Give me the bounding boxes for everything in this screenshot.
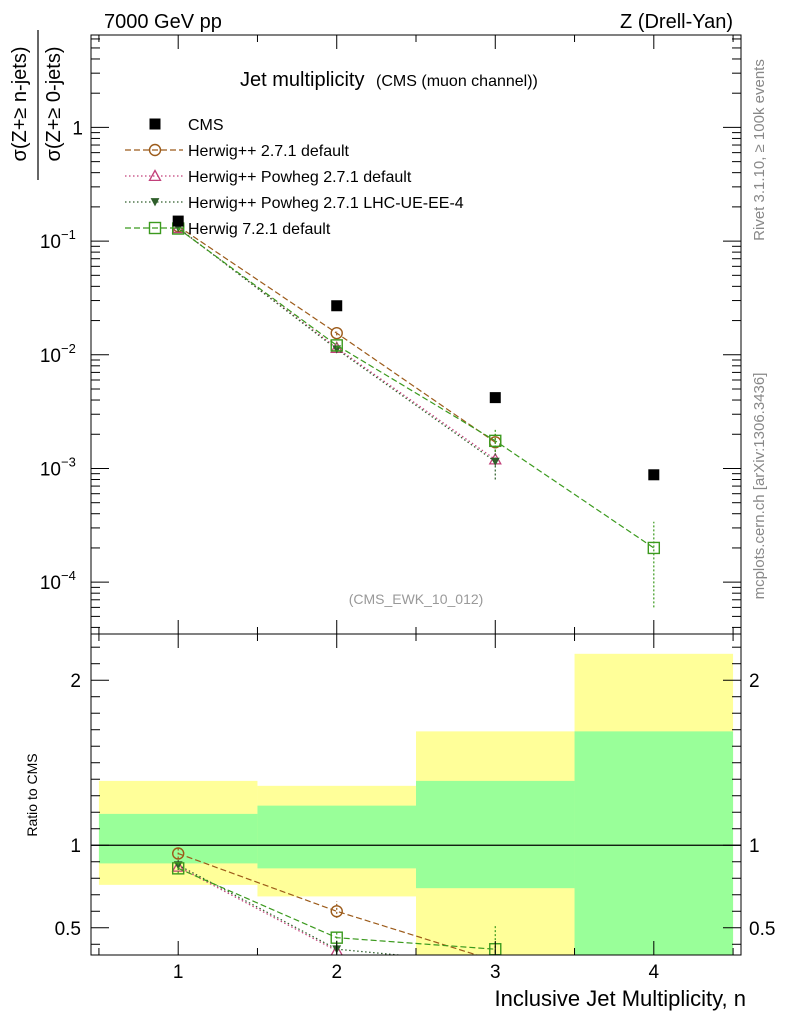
legend-entry-herwig-powheg-2-7-1-default: Herwig++ Powheg 2.7.1 default bbox=[125, 169, 412, 186]
legend-marker bbox=[149, 118, 161, 130]
ratio-point-herwig-2-7-1-default bbox=[330, 905, 343, 918]
ratio-ytick-label-right: 2 bbox=[749, 671, 760, 692]
legend-entry-herwig-2-7-1-default: Herwig++ 2.7.1 default bbox=[125, 143, 350, 160]
ratio-ytick-label-right: 0.5 bbox=[749, 919, 775, 940]
ratio-series-herwig-2-7-1-default bbox=[171, 847, 498, 955]
chart-title: Jet multiplicity (CMS (muon channel)) bbox=[240, 69, 538, 91]
main-line-herwig-2-7-1-default bbox=[177, 225, 496, 443]
ratio-line-herwig-2-7-1-default bbox=[177, 852, 479, 955]
legend-entry-herwig-powheg-2-7-1-lhc-ue-ee-4: Herwig++ Powheg 2.7.1 LHC-UE-EE-4 bbox=[125, 195, 464, 212]
main-ytick-exponent: −1 bbox=[61, 227, 76, 242]
legend-marker bbox=[148, 221, 162, 235]
ratio-point-herwig-powheg-2-7-1-default bbox=[171, 859, 185, 872]
ratio-content bbox=[91, 653, 741, 955]
legend-marker bbox=[148, 169, 162, 182]
main-ylabel: σ(Z+≥ n-jets) σ(Z+≥ 0-jets) bbox=[9, 30, 65, 180]
ratio-panel: 0.5 0.5 1 1 2 2 1 2 3 4 bbox=[55, 633, 775, 983]
x-axis-label: Inclusive Jet Multiplicity, n bbox=[495, 986, 746, 1011]
main-point-cms bbox=[331, 300, 343, 312]
header-left: 7000 GeV pp bbox=[104, 11, 222, 33]
chart-title-main: Jet multiplicity bbox=[240, 69, 364, 91]
rivet-label: Rivet 3.1.10, ≥ 100k events bbox=[751, 59, 768, 241]
main-ytick-label: 10 bbox=[40, 459, 61, 480]
main-series-cms bbox=[172, 215, 660, 481]
ratio-point-herwig-2-7-1-default bbox=[171, 847, 185, 860]
ratio-ytick-label-right: 1 bbox=[749, 836, 760, 857]
x-tick-label: 1 bbox=[173, 962, 184, 983]
main-series-herwig-7-2-1-default bbox=[171, 222, 661, 608]
chart-subtitle: (CMS (muon channel)) bbox=[376, 73, 538, 90]
main-ytick-exponent: −3 bbox=[61, 454, 76, 469]
main-point-herwig-7-2-1-default bbox=[489, 434, 502, 448]
ratio-point-herwig-7-2-1-default bbox=[171, 862, 185, 875]
ratio-ylabel: Ratio to CMS bbox=[24, 753, 40, 836]
main-ytick-exponent: −4 bbox=[61, 568, 76, 583]
ylabel-numerator: σ(Z+≥ n-jets) bbox=[9, 47, 31, 162]
main-point-herwig-2-7-1-default bbox=[330, 326, 343, 340]
main-ytick-label: 10 bbox=[40, 232, 61, 253]
header-right: Z (Drell-Yan) bbox=[620, 11, 733, 33]
legend-entry-herwig-7-2-1-default: Herwig 7.2.1 default bbox=[125, 221, 331, 238]
main-point-herwig-powheg-2-7-1-lhc-ue-ee-4 bbox=[332, 345, 342, 354]
legend-label: Herwig++ Powheg 2.7.1 default bbox=[188, 169, 412, 186]
legend-entry-cms: CMS bbox=[149, 117, 224, 134]
ratio-band-green bbox=[257, 805, 416, 869]
ratio-series-herwig-powheg-2-7-1-default bbox=[171, 859, 343, 955]
main-series-herwig-2-7-1-default bbox=[171, 220, 502, 452]
main-panel: 110−110−210−310−4 bbox=[40, 34, 742, 635]
legend-label: CMS bbox=[188, 117, 224, 134]
main-line-herwig-7-2-1-default bbox=[177, 228, 655, 549]
x-tick-label: 3 bbox=[490, 962, 501, 983]
main-ytick-exponent: −2 bbox=[61, 341, 76, 356]
ratio-ytick-label-left: 2 bbox=[70, 671, 81, 692]
mcplots-label: mcplots.cern.ch [arXiv:1306.3436] bbox=[751, 373, 768, 600]
legend: CMS Herwig++ 2.7.1 default Herwig++ Powheg… bbox=[125, 117, 464, 238]
ratio-band-green bbox=[416, 780, 575, 889]
main-point-herwig-7-2-1-default bbox=[330, 339, 343, 352]
main-point-cms bbox=[489, 392, 501, 404]
main-ytick-label: 10 bbox=[40, 346, 61, 367]
main-point-herwig-7-2-1-default bbox=[647, 541, 661, 555]
main-point-cms bbox=[648, 469, 660, 481]
x-tick-label: 2 bbox=[331, 962, 342, 983]
ratio-ytick-label-left: 1 bbox=[70, 836, 81, 857]
main-point-cms bbox=[172, 215, 184, 227]
main-ytick-label: 10 bbox=[40, 573, 61, 594]
ratio-ytick-label-left: 0.5 bbox=[55, 919, 81, 940]
main-ytick-label: 1 bbox=[72, 118, 83, 139]
legend-label: Herwig++ Powheg 2.7.1 LHC-UE-EE-4 bbox=[188, 195, 464, 212]
x-tick-label: 4 bbox=[649, 962, 660, 983]
ratio-band-green bbox=[98, 813, 258, 864]
main-series-herwig-powheg-2-7-1-lhc-ue-ee-4 bbox=[173, 223, 500, 480]
main-point-herwig-powheg-2-7-1-lhc-ue-ee-4 bbox=[490, 457, 500, 466]
ratio-point-herwig-powheg-2-7-1-default bbox=[330, 944, 343, 955]
ratio-band-green bbox=[574, 731, 734, 955]
legend-label: Herwig++ 2.7.1 default bbox=[188, 143, 350, 160]
legend-marker bbox=[150, 198, 160, 207]
ylabel-denominator: σ(Z+≥ 0-jets) bbox=[43, 47, 65, 162]
main-line-herwig-powheg-2-7-1-lhc-ue-ee-4 bbox=[177, 227, 496, 463]
legend-label: Herwig 7.2.1 default bbox=[188, 221, 331, 238]
legend-marker bbox=[148, 143, 162, 157]
analysis-tag: (CMS_EWK_10_012) bbox=[349, 591, 484, 607]
